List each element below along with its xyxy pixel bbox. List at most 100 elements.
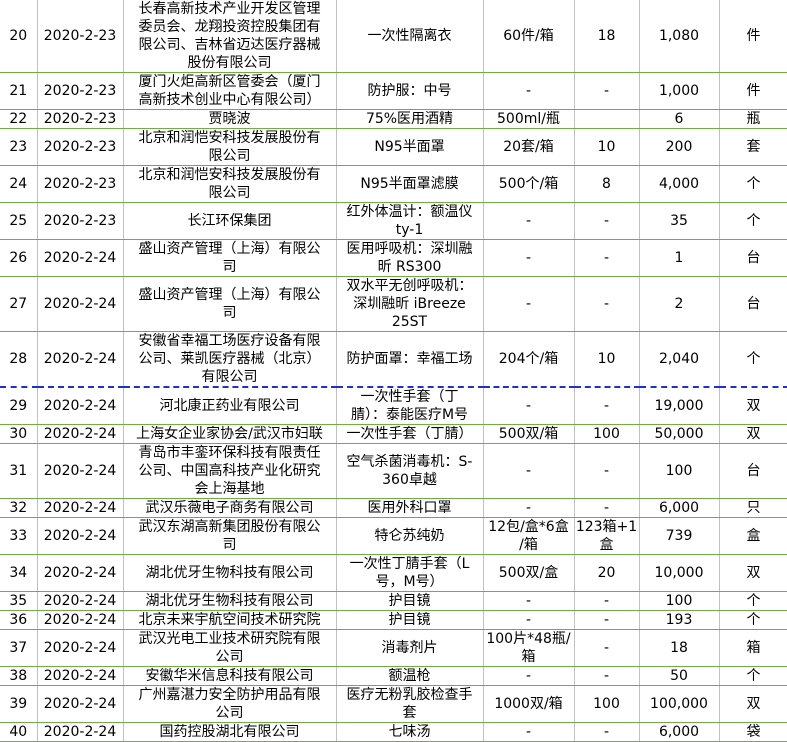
item-cell[interactable]: 一次性隔离衣 (335, 0, 484, 73)
item-cell[interactable]: 75%医用酒精 (335, 109, 484, 129)
donor-cell[interactable]: 长江环保集团 (122, 202, 337, 240)
date-cell[interactable]: 2020-2-24 (36, 517, 124, 555)
quantity-cell[interactable]: 10 (573, 128, 640, 166)
unit-cell[interactable]: 只 (718, 498, 787, 518)
unit-cell[interactable]: 双 (718, 554, 787, 592)
spec-cell[interactable]: 12包/盒*6盒 /箱 (482, 517, 575, 555)
date-cell[interactable]: 2020-2-24 (36, 424, 124, 444)
spec-cell[interactable]: - (482, 591, 575, 611)
item-cell[interactable]: 医用外科口罩 (335, 498, 484, 518)
row-number[interactable]: 26 (0, 239, 38, 277)
row-number[interactable]: 30 (0, 424, 38, 444)
item-cell[interactable]: 护目镜 (335, 610, 484, 630)
unit-cell[interactable]: 双 (718, 387, 787, 425)
row-number[interactable]: 40 (0, 722, 38, 742)
total-cell[interactable]: 6,000 (638, 498, 720, 518)
date-cell[interactable]: 2020-2-24 (36, 239, 124, 277)
spec-cell[interactable]: 204个/箱 (482, 331, 575, 388)
total-cell[interactable]: 100,000 (638, 685, 720, 723)
date-cell[interactable]: 2020-2-24 (36, 276, 124, 332)
unit-cell[interactable]: 个 (718, 202, 787, 240)
spec-cell[interactable]: - (482, 202, 575, 240)
donor-cell[interactable]: 上海女企业家协会/武汉市妇联 (122, 424, 337, 444)
row-number[interactable]: 37 (0, 629, 38, 667)
quantity-cell[interactable]: 18 (573, 0, 640, 73)
donor-cell[interactable]: 湖北优牙生物科技有限公司 (122, 554, 337, 592)
item-cell[interactable]: 特仑苏纯奶 (335, 517, 484, 555)
spec-cell[interactable]: 500双/箱 (482, 424, 575, 444)
donor-cell[interactable]: 广州嘉湛力安全防护用品有限 公司 (122, 685, 337, 723)
quantity-cell[interactable] (573, 109, 640, 129)
date-cell[interactable]: 2020-2-23 (36, 72, 124, 110)
row-number[interactable]: 31 (0, 443, 38, 499)
quantity-cell[interactable]: 123箱+1 盒 (573, 517, 640, 555)
quantity-cell[interactable]: - (573, 276, 640, 332)
item-cell[interactable]: 防护面罩：幸福工场 (335, 331, 484, 388)
total-cell[interactable]: 1,080 (638, 0, 720, 73)
date-cell[interactable]: 2020-2-23 (36, 202, 124, 240)
row-number[interactable]: 39 (0, 685, 38, 723)
spec-cell[interactable]: - (482, 72, 575, 110)
item-cell[interactable]: N95半面罩滤膜 (335, 165, 484, 203)
donor-cell[interactable]: 武汉乐薇电子商务有限公司 (122, 498, 337, 518)
date-cell[interactable]: 2020-2-24 (36, 666, 124, 686)
total-cell[interactable]: 2 (638, 276, 720, 332)
total-cell[interactable]: 100 (638, 443, 720, 499)
date-cell[interactable]: 2020-2-23 (36, 0, 124, 73)
quantity-cell[interactable]: 8 (573, 165, 640, 203)
donor-cell[interactable]: 武汉东湖高新集团股份有限公 司 (122, 517, 337, 555)
unit-cell[interactable]: 个 (718, 666, 787, 686)
donor-cell[interactable]: 北京和润恺安科技发展股份有 限公司 (122, 128, 337, 166)
total-cell[interactable]: 200 (638, 128, 720, 166)
unit-cell[interactable]: 瓶 (718, 109, 787, 129)
row-number[interactable]: 27 (0, 276, 38, 332)
date-cell[interactable]: 2020-2-24 (36, 685, 124, 723)
date-cell[interactable]: 2020-2-24 (36, 387, 124, 425)
total-cell[interactable]: 18 (638, 629, 720, 667)
donor-cell[interactable]: 盛山资产管理（上海）有限公 司 (122, 276, 337, 332)
row-number[interactable]: 21 (0, 72, 38, 110)
item-cell[interactable]: 医疗无粉乳胶检查手 套 (335, 685, 484, 723)
unit-cell[interactable]: 件 (718, 0, 787, 73)
quantity-cell[interactable]: - (573, 591, 640, 611)
row-number[interactable]: 29 (0, 387, 38, 425)
unit-cell[interactable]: 台 (718, 276, 787, 332)
spec-cell[interactable]: - (482, 239, 575, 277)
total-cell[interactable]: 6 (638, 109, 720, 129)
spec-cell[interactable]: 1000双/箱 (482, 685, 575, 723)
donor-cell[interactable]: 湖北优牙生物科技有限公司 (122, 591, 337, 611)
donor-cell[interactable]: 北京未来宇航空间技术研究院 (122, 610, 337, 630)
spec-cell[interactable]: - (482, 666, 575, 686)
date-cell[interactable]: 2020-2-24 (36, 591, 124, 611)
date-cell[interactable]: 2020-2-24 (36, 498, 124, 518)
quantity-cell[interactable]: - (573, 629, 640, 667)
quantity-cell[interactable]: 100 (573, 685, 640, 723)
quantity-cell[interactable]: - (573, 387, 640, 425)
donor-cell[interactable]: 厦门火炬高新区管委会（厦门 高新技术创业中心有限公司） (122, 72, 337, 110)
date-cell[interactable]: 2020-2-24 (36, 554, 124, 592)
row-number[interactable]: 33 (0, 517, 38, 555)
unit-cell[interactable]: 套 (718, 128, 787, 166)
spec-cell[interactable]: 500双/盒 (482, 554, 575, 592)
unit-cell[interactable]: 盒 (718, 517, 787, 555)
unit-cell[interactable]: 个 (718, 331, 787, 388)
item-cell[interactable]: 一次性丁腈手套（L 号，M号） (335, 554, 484, 592)
total-cell[interactable]: 1,000 (638, 72, 720, 110)
total-cell[interactable]: 35 (638, 202, 720, 240)
item-cell[interactable]: 防护服：中号 (335, 72, 484, 110)
unit-cell[interactable]: 袋 (718, 722, 787, 742)
total-cell[interactable]: 50,000 (638, 424, 720, 444)
unit-cell[interactable]: 台 (718, 443, 787, 499)
date-cell[interactable]: 2020-2-23 (36, 109, 124, 129)
date-cell[interactable]: 2020-2-23 (36, 128, 124, 166)
total-cell[interactable]: 6,000 (638, 722, 720, 742)
item-cell[interactable]: 额温枪 (335, 666, 484, 686)
date-cell[interactable]: 2020-2-24 (36, 610, 124, 630)
item-cell[interactable]: 一次性手套（丁 腈）：泰能医疗M号 (335, 387, 484, 425)
spec-cell[interactable]: 500个/箱 (482, 165, 575, 203)
row-number[interactable]: 34 (0, 554, 38, 592)
item-cell[interactable]: 医用呼吸机：深圳融 昕 RS300 (335, 239, 484, 277)
donor-cell[interactable]: 安徽华米信息科技有限公司 (122, 666, 337, 686)
item-cell[interactable]: 一次性手套（丁腈） (335, 424, 484, 444)
item-cell[interactable]: 红外体温计：额温仪 ty-1 (335, 202, 484, 240)
